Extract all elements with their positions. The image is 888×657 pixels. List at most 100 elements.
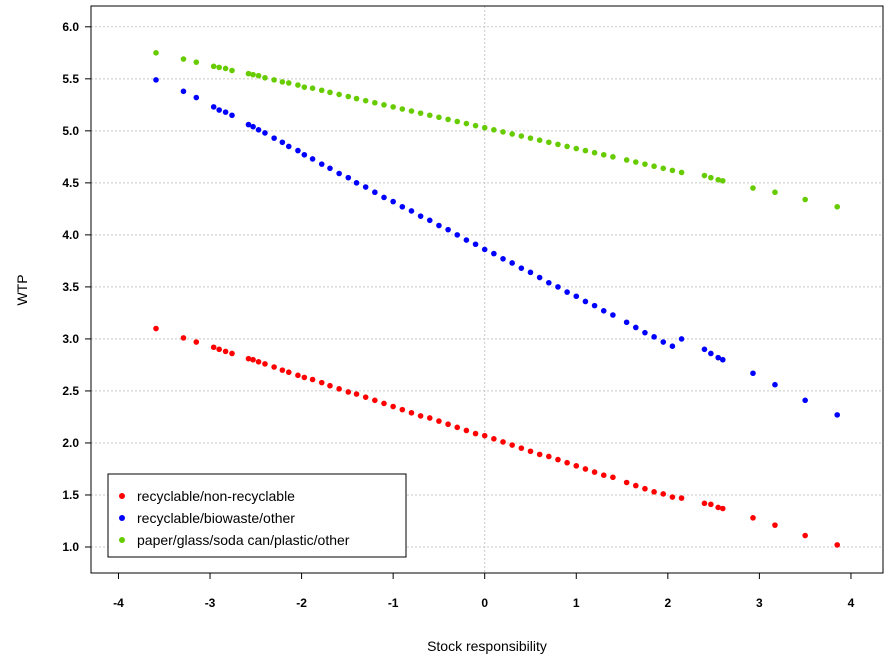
data-point xyxy=(669,343,676,350)
data-point xyxy=(632,159,639,165)
data-point xyxy=(582,147,589,154)
legend-label-2: paper/glass/soda can/plastic/other xyxy=(137,532,350,548)
data-point xyxy=(285,80,292,86)
data-point xyxy=(527,269,534,276)
data-point xyxy=(210,344,217,351)
x-tick-label: -3 xyxy=(205,596,216,610)
data-point xyxy=(436,418,442,424)
data-point xyxy=(295,372,301,379)
data-point xyxy=(555,141,561,148)
data-point xyxy=(295,147,301,154)
data-point xyxy=(642,485,648,492)
data-point xyxy=(216,107,222,113)
data-point xyxy=(472,430,479,437)
plot-frame xyxy=(90,5,884,574)
data-point xyxy=(772,381,778,388)
data-point xyxy=(678,336,685,342)
data-point xyxy=(610,474,616,481)
data-point xyxy=(222,65,229,72)
data-point xyxy=(500,439,506,445)
data-point xyxy=(362,394,369,400)
data-point xyxy=(536,137,543,144)
data-point xyxy=(660,339,667,345)
data-point xyxy=(279,79,286,85)
data-point xyxy=(381,194,387,201)
data-point xyxy=(390,198,396,205)
data-point xyxy=(271,77,277,83)
data-point xyxy=(210,63,217,70)
data-point xyxy=(445,226,451,233)
data-point xyxy=(719,177,726,184)
data-point xyxy=(229,112,235,119)
data-point xyxy=(408,108,415,114)
data-point xyxy=(573,293,580,300)
data-point xyxy=(180,335,187,341)
data-point xyxy=(555,456,561,463)
data-point xyxy=(262,74,268,81)
data-point xyxy=(772,522,778,528)
data-point xyxy=(301,151,308,158)
data-point xyxy=(327,382,333,389)
data-point xyxy=(153,50,159,56)
data-point xyxy=(271,135,277,141)
y-tick-label: 5.5 xyxy=(62,72,79,86)
data-point xyxy=(564,459,570,466)
data-point xyxy=(509,442,515,448)
data-point xyxy=(573,463,580,469)
data-point xyxy=(509,131,515,137)
data-point xyxy=(623,319,630,326)
data-point xyxy=(262,130,268,136)
data-point xyxy=(564,143,570,150)
data-point xyxy=(651,334,657,340)
data-point xyxy=(472,122,479,129)
y-tick-label: 4.5 xyxy=(62,176,79,190)
data-point xyxy=(463,120,470,127)
legend-label-1: recyclable/biowaste/other xyxy=(137,510,295,526)
data-point xyxy=(255,359,262,365)
y-tick-label: 3.5 xyxy=(62,280,79,294)
data-point xyxy=(436,114,442,121)
data-point xyxy=(229,350,235,357)
data-point xyxy=(772,189,778,196)
data-point xyxy=(660,165,667,172)
y-tick-label: 2.5 xyxy=(62,384,79,398)
data-point xyxy=(750,515,756,521)
data-point xyxy=(546,453,552,460)
data-point xyxy=(834,542,841,548)
legend-box xyxy=(107,473,407,558)
data-point xyxy=(518,265,525,271)
data-point xyxy=(250,71,256,78)
data-point xyxy=(262,361,268,367)
data-point xyxy=(193,94,200,101)
data-point xyxy=(527,135,534,141)
data-point xyxy=(222,109,229,115)
data-point xyxy=(632,324,639,331)
legend-label-0: recyclable/non-recyclable xyxy=(137,488,295,504)
data-point xyxy=(381,400,387,407)
data-point xyxy=(295,82,301,88)
data-point xyxy=(802,532,808,539)
data-point xyxy=(245,70,252,77)
data-point xyxy=(210,104,217,110)
data-point xyxy=(600,472,607,479)
data-point xyxy=(445,116,451,123)
data-point xyxy=(279,139,286,146)
data-point xyxy=(245,121,252,128)
data-point xyxy=(600,308,607,314)
data-point xyxy=(255,127,262,133)
data-point xyxy=(255,72,262,79)
data-point xyxy=(715,354,721,361)
data-point xyxy=(472,241,479,248)
data-point xyxy=(651,489,657,495)
legend-marker-2 xyxy=(119,537,125,543)
data-point xyxy=(336,91,342,98)
data-point xyxy=(327,89,333,96)
data-point xyxy=(309,85,316,91)
data-point xyxy=(555,284,561,290)
data-point xyxy=(678,169,685,176)
x-axis-title: Stock responsibility xyxy=(427,638,547,654)
y-axis-title: WTP xyxy=(14,274,30,305)
data-point xyxy=(336,170,342,177)
data-point xyxy=(536,451,543,458)
